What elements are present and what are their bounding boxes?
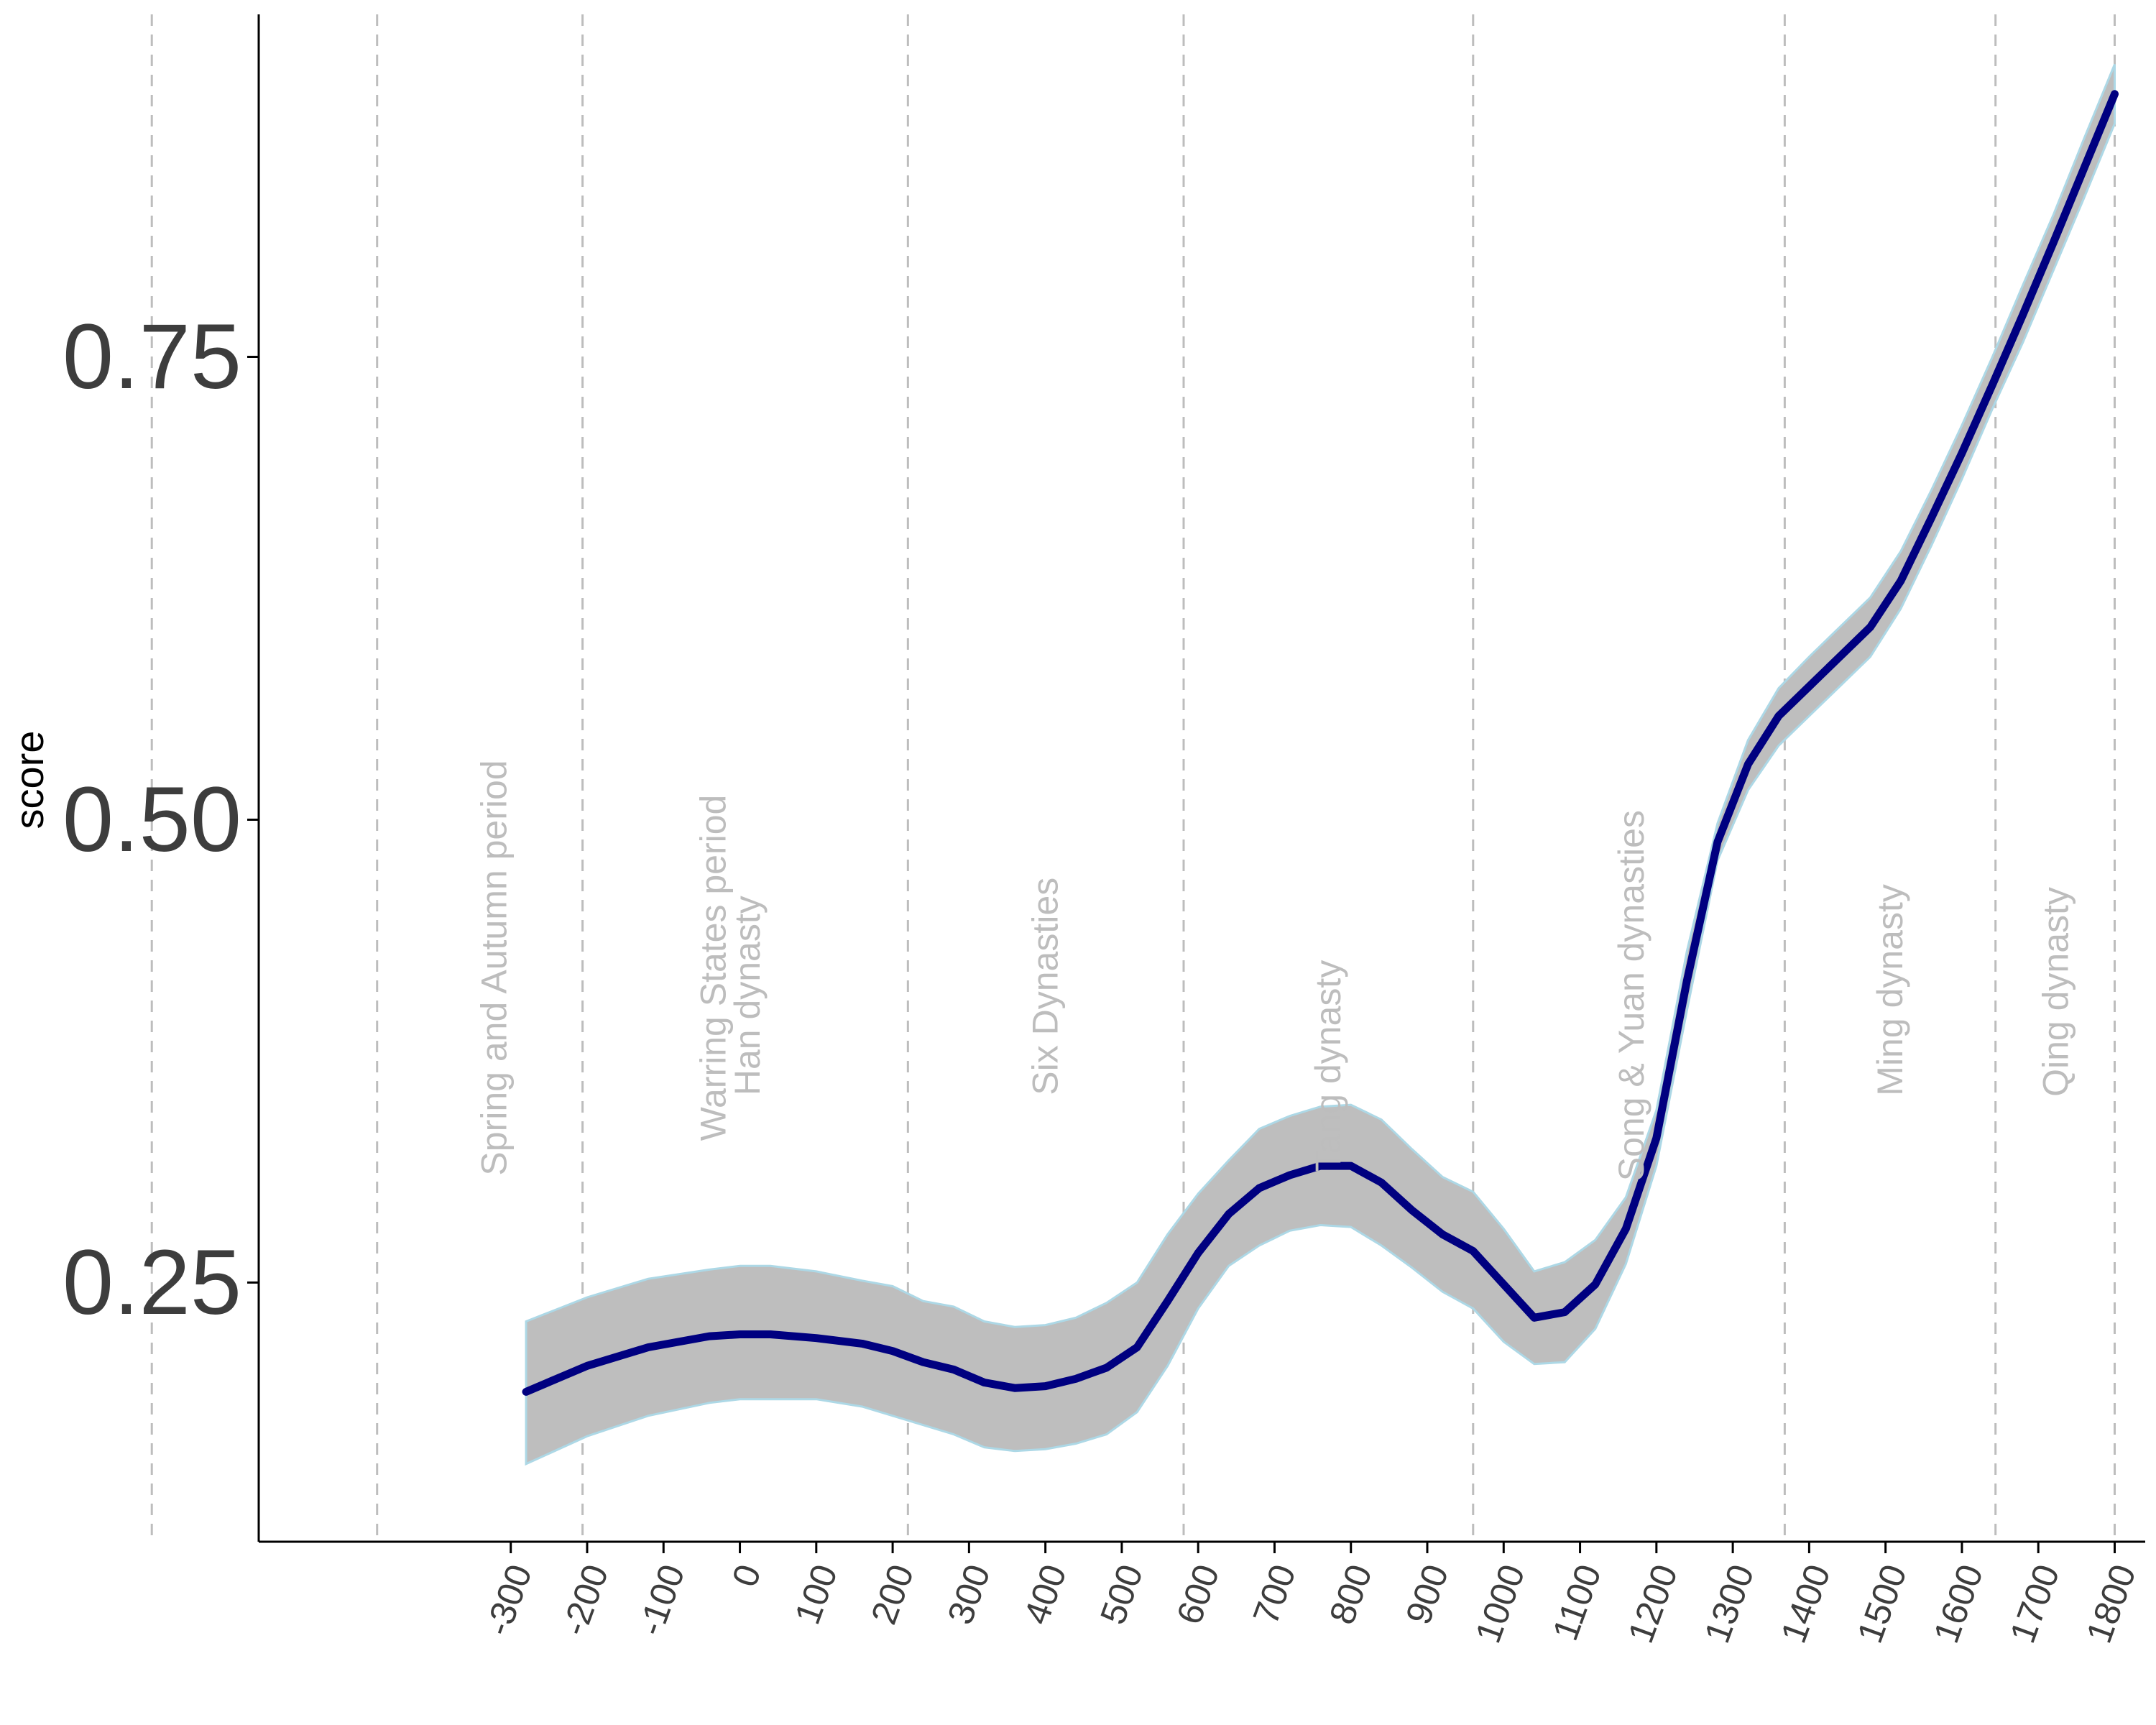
x-tick-label: 1500	[1849, 1559, 1915, 1648]
trend-line	[522, 90, 2119, 1396]
x-tick-label: 1300	[1697, 1559, 1762, 1648]
x-tick-label: 700	[1245, 1559, 1304, 1629]
x-tick-label: 1400	[1773, 1559, 1838, 1648]
period-label: Tang dynasty	[1308, 960, 1348, 1172]
x-tick-label: 1100	[1545, 1559, 1609, 1645]
x-tick-label: 900	[1398, 1559, 1456, 1629]
x-tick-label: -300	[477, 1559, 540, 1640]
x-tick-label: 1800	[2078, 1559, 2144, 1648]
x-tick-label: -100	[630, 1559, 693, 1640]
period-label: Song & Yuan dynasties	[1611, 810, 1651, 1181]
trend-line-layer	[522, 90, 2119, 1396]
period-labels: Spring and Autumn period Warring States p…	[474, 760, 2076, 1181]
x-tick-label: 100	[787, 1559, 845, 1629]
x-tick-label: 600	[1169, 1559, 1227, 1629]
x-tick-label: 0	[724, 1559, 769, 1591]
x-tick-label: 1600	[1926, 1559, 1991, 1648]
x-tick-label: 1700	[2002, 1559, 2068, 1648]
period-label: Qing dynasty	[2036, 887, 2076, 1097]
confidence-band	[525, 63, 2116, 1466]
period-label: Spring and Autumn period	[474, 760, 514, 1175]
y-tick-label: 0.50	[63, 768, 241, 871]
period-label: Ming dynasty	[1870, 884, 1910, 1096]
y-tick-label: 0.75	[63, 305, 241, 408]
x-tick-label: 200	[863, 1559, 921, 1629]
y-axis-label: score	[6, 731, 52, 829]
period-label: Six Dynasties	[1026, 878, 1066, 1095]
period-label: Warring States period	[693, 795, 733, 1141]
x-tick-label: 800	[1322, 1559, 1380, 1629]
x-tick-label: 300	[940, 1559, 998, 1629]
x-axis-ticks: -300 -200 -100 0 100 200 300 400 500 600 700 800 900…	[477, 1542, 2144, 1648]
y-axis-ticks: 0.25 0.50 0.75	[63, 305, 259, 1334]
confidence-band-layer	[525, 63, 2116, 1466]
axes	[257, 14, 2145, 1543]
period-label: Han dynasty	[727, 896, 768, 1095]
x-tick-label: -200	[553, 1559, 616, 1640]
x-tick-label: 400	[1016, 1559, 1074, 1629]
x-tick-label: 500	[1092, 1559, 1151, 1629]
y-tick-label: 0.25	[63, 1231, 241, 1334]
x-tick-label: 1000	[1468, 1559, 1533, 1648]
x-tick-label: 1200	[1620, 1559, 1685, 1648]
